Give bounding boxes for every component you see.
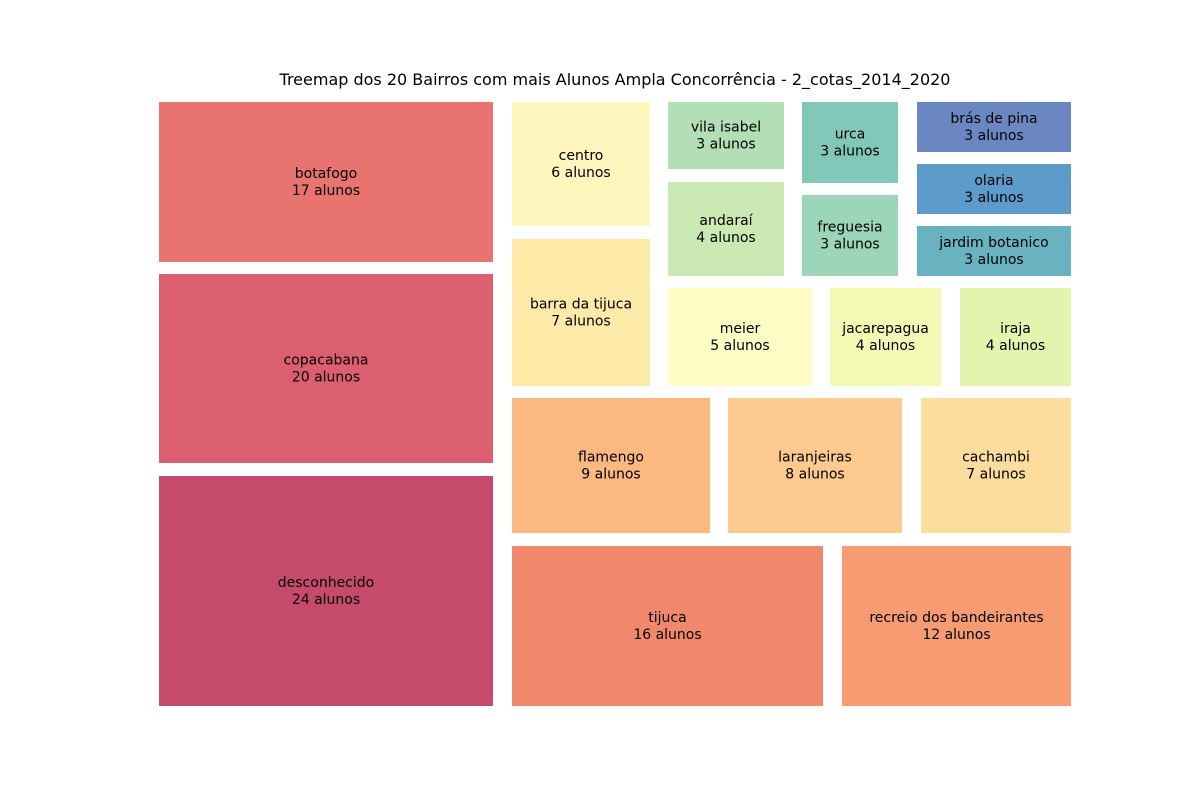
tile-name-botafogo: botafogo xyxy=(295,166,357,182)
tile-value-flamengo: 9 alunos xyxy=(581,467,640,483)
tile-rect-urca xyxy=(802,102,898,183)
tile-value-olaria: 3 alunos xyxy=(964,190,1023,206)
tile-value-desconhecido: 24 alunos xyxy=(292,592,360,608)
tile-rect-jacarepagua xyxy=(830,288,941,386)
tile-rect-andarai xyxy=(668,182,784,276)
tile-name-urca: urca xyxy=(835,127,866,143)
tile-value-laranjeiras: 8 alunos xyxy=(785,467,844,483)
tile-name-jardim-botanico: jardim botanico xyxy=(938,235,1048,251)
tile-value-centro: 6 alunos xyxy=(551,165,610,181)
tile-rect-bras-de-pina xyxy=(917,102,1071,152)
tile-name-meier: meier xyxy=(720,321,761,337)
tile-rect-barra-da-tijuca xyxy=(512,239,650,386)
tile-value-botafogo: 17 alunos xyxy=(292,183,360,199)
tile-rect-iraja xyxy=(960,288,1071,386)
tile-value-jardim-botanico: 3 alunos xyxy=(964,252,1023,268)
tile-rect-meier xyxy=(668,288,812,386)
chart-title: Treemap dos 20 Bairros com mais Alunos A… xyxy=(279,70,951,89)
tile-name-iraja: iraja xyxy=(1000,321,1031,337)
tile-name-freguesia: freguesia xyxy=(817,220,882,236)
tile-value-tijuca: 16 alunos xyxy=(633,627,701,643)
tile-name-centro: centro xyxy=(559,148,604,164)
tile-rect-botafogo xyxy=(159,102,493,262)
tile-name-laranjeiras: laranjeiras xyxy=(778,450,852,466)
tile-name-olaria: olaria xyxy=(974,173,1013,189)
tile-name-recreio-dos-bandeirantes: recreio dos bandeirantes xyxy=(869,610,1043,626)
tile-value-freguesia: 3 alunos xyxy=(820,237,879,253)
tile-value-barra-da-tijuca: 7 alunos xyxy=(551,314,610,330)
tile-name-copacabana: copacabana xyxy=(284,353,369,369)
tile-value-vila-isabel: 3 alunos xyxy=(696,137,755,153)
tile-rect-desconhecido xyxy=(159,476,493,706)
tile-rect-vila-isabel xyxy=(668,102,784,169)
tile-rect-freguesia xyxy=(802,195,898,276)
tile-rect-tijuca xyxy=(512,546,823,706)
tile-rect-cachambi xyxy=(921,398,1071,533)
tile-rect-copacabana xyxy=(159,274,493,463)
tile-name-vila-isabel: vila isabel xyxy=(691,120,761,136)
tile-name-bras-de-pina: brás de pina xyxy=(950,111,1037,127)
tile-value-copacabana: 20 alunos xyxy=(292,370,360,386)
tile-name-desconhecido: desconhecido xyxy=(278,575,374,591)
tile-value-jacarepagua: 4 alunos xyxy=(856,338,915,354)
tile-rect-recreio-dos-bandeirantes xyxy=(842,546,1071,706)
tile-value-urca: 3 alunos xyxy=(820,144,879,160)
tile-value-andarai: 4 alunos xyxy=(696,230,755,246)
tile-name-tijuca: tijuca xyxy=(648,610,686,626)
tile-rect-flamengo xyxy=(512,398,710,533)
tile-name-flamengo: flamengo xyxy=(578,450,644,466)
tile-name-jacarepagua: jacarepagua xyxy=(841,321,929,337)
tile-name-andarai: andaraí xyxy=(699,213,753,229)
tile-value-recreio-dos-bandeirantes: 12 alunos xyxy=(922,627,990,643)
tile-value-cachambi: 7 alunos xyxy=(966,467,1025,483)
tile-rect-jardim-botanico xyxy=(917,226,1071,276)
tile-name-cachambi: cachambi xyxy=(962,450,1030,466)
tile-rect-centro xyxy=(512,102,650,226)
tile-value-iraja: 4 alunos xyxy=(986,338,1045,354)
tile-name-barra-da-tijuca: barra da tijuca xyxy=(530,297,632,313)
tile-value-meier: 5 alunos xyxy=(710,338,769,354)
tile-value-bras-de-pina: 3 alunos xyxy=(964,128,1023,144)
tile-rect-olaria xyxy=(917,164,1071,214)
tile-rect-laranjeiras xyxy=(728,398,902,533)
